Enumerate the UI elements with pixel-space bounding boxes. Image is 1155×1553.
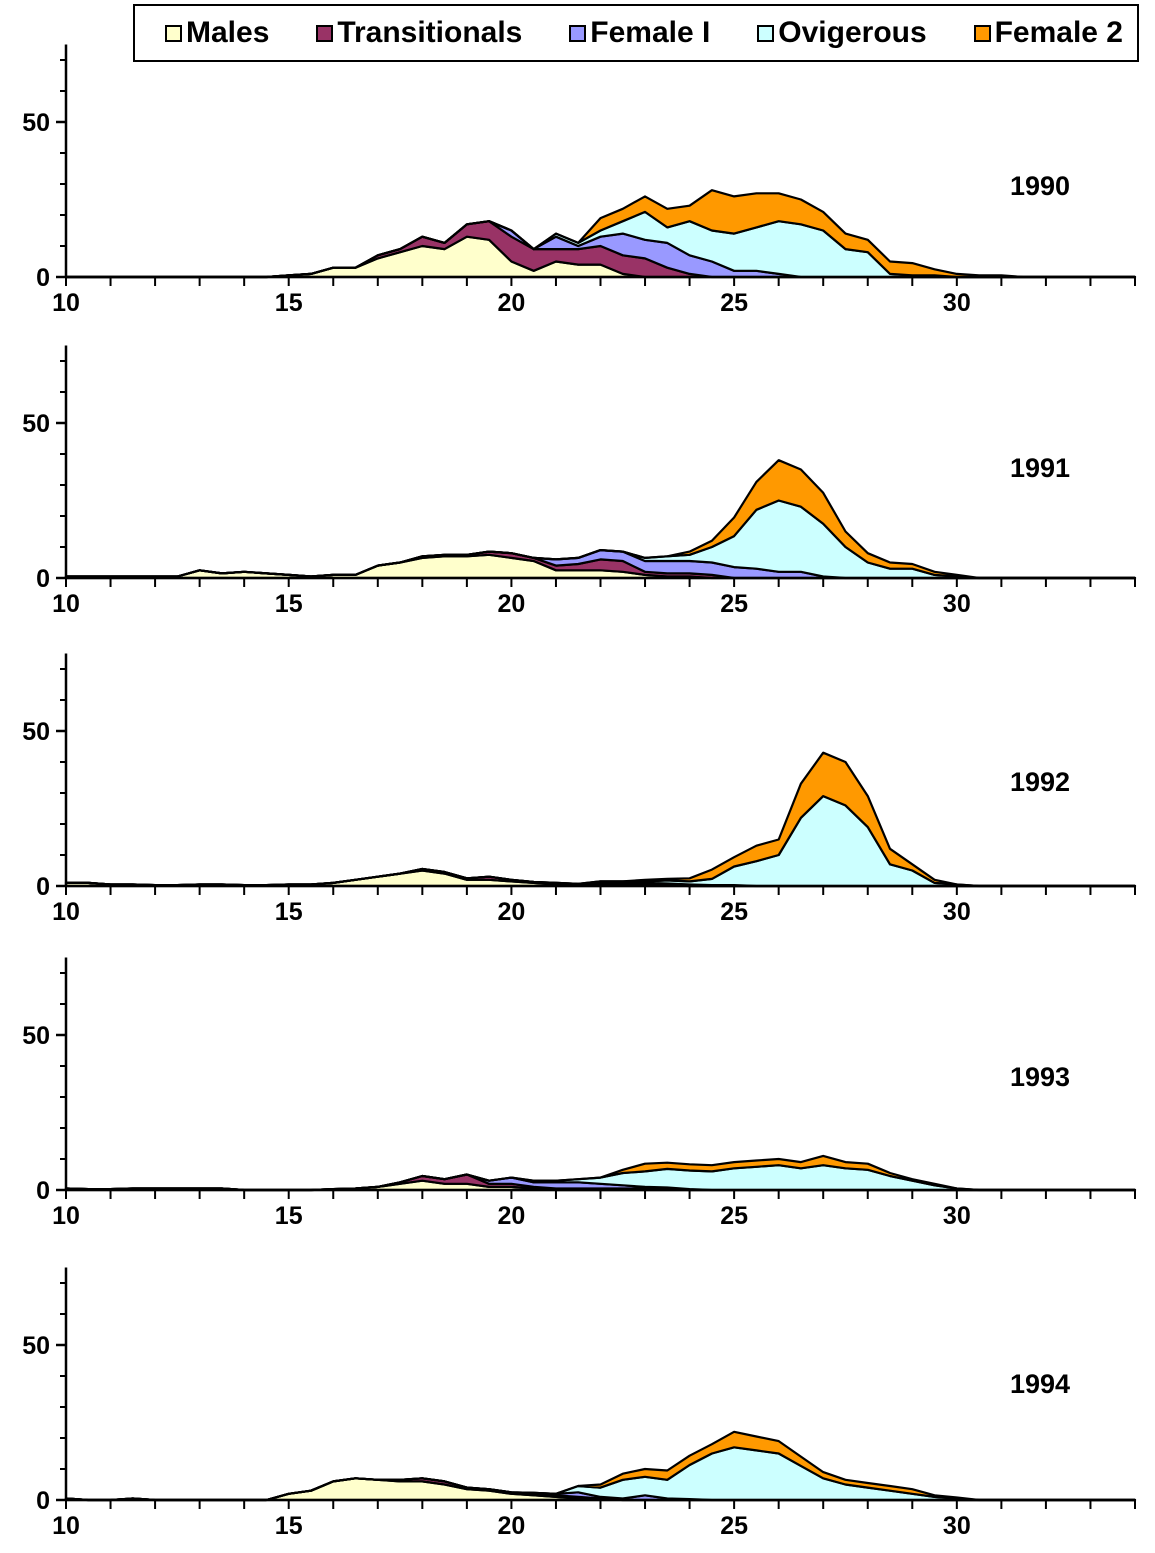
year-label-1991: 1991: [1010, 453, 1070, 483]
y-tick-label: 50: [22, 1332, 50, 1360]
x-tick-label: 15: [275, 1202, 303, 1230]
x-tick-label: 20: [498, 289, 526, 317]
y-tick-label: 50: [22, 1022, 50, 1050]
x-tick-label: 10: [52, 1512, 80, 1540]
x-tick-label: 25: [720, 898, 748, 926]
x-tick-label: 20: [498, 898, 526, 926]
x-tick-label: 30: [943, 289, 971, 317]
panel-1994: 0 50 10 15 20 25 30 1994: [22, 1267, 1137, 1540]
legend-label-transitionals: Transitionals: [337, 16, 523, 49]
legend-swatch-transitionals: [316, 24, 334, 42]
area-ovigerous-1994: [64, 1446, 1137, 1502]
legend-label-ovigerous: Ovigerous: [778, 16, 927, 49]
x-tick-label: 15: [275, 590, 303, 618]
x-tick-label: 20: [498, 1202, 526, 1230]
legend-swatch-female-2: [973, 24, 991, 42]
y-tick-label: 0: [36, 1177, 50, 1205]
y-tick-label: 50: [22, 718, 50, 746]
x-tick-label: 20: [498, 590, 526, 618]
legend-swatch-ovigerous: [757, 24, 775, 42]
area-female-2-1992: [64, 751, 1137, 888]
y-tick-label: 0: [36, 565, 50, 593]
x-tick-label: 20: [498, 1512, 526, 1540]
panel-1993: 0 50 10 15 20 25 30 1993: [22, 957, 1137, 1230]
legend-label-female-2: Female 2: [994, 16, 1123, 49]
x-tick-label: 10: [52, 289, 80, 317]
year-label-1990: 1990: [1010, 171, 1070, 201]
panel-1992: 0 50 10 15 20 25 30 1992: [22, 653, 1137, 926]
x-tick-label: 30: [943, 590, 971, 618]
y-tick-label: 0: [36, 264, 50, 292]
legend-item-female-2: Female 2: [973, 16, 1123, 50]
x-tick-label: 30: [943, 898, 971, 926]
year-label-1992: 1992: [1010, 767, 1070, 797]
y-tick-label: 0: [36, 873, 50, 901]
x-tick-label: 10: [52, 898, 80, 926]
x-tick-label: 15: [275, 289, 303, 317]
x-tick-label: 15: [275, 1512, 303, 1540]
y-tick-label: 50: [22, 109, 50, 137]
year-label-1993: 1993: [1010, 1062, 1070, 1092]
legend-item-transitionals: Transitionals: [316, 16, 522, 50]
x-tick-label: 15: [275, 898, 303, 926]
legend-swatch-males: [165, 24, 182, 42]
legend-item-males: Males: [165, 16, 269, 50]
legend-swatch-female-1: [569, 24, 587, 42]
legend-item-ovigerous: Ovigerous: [757, 16, 927, 50]
x-tick-label: 10: [52, 590, 80, 618]
x-tick-label: 10: [52, 1202, 80, 1230]
legend-label-males: Males: [186, 16, 270, 49]
x-tick-label: 30: [943, 1512, 971, 1540]
x-tick-label: 25: [720, 289, 748, 317]
area-ovigerous-1992: [64, 795, 1137, 888]
panel-1990: 0 50 10 15 20 25 30 1990: [22, 44, 1137, 317]
y-tick-label: 50: [22, 410, 50, 438]
x-tick-label: 30: [943, 1202, 971, 1230]
x-tick-label: 25: [720, 590, 748, 618]
legend-label-female-1: Female I: [590, 16, 711, 49]
y-tick-label: 0: [36, 1487, 50, 1515]
x-tick-label: 25: [720, 1512, 748, 1540]
year-label-1994: 1994: [1010, 1369, 1070, 1399]
legend: Males Transitionals Female I Ovigerous F…: [133, 4, 1139, 62]
legend-item-female-1: Female I: [569, 16, 710, 50]
panel-1991: 0 50 10 15 20 25 30 1991: [22, 345, 1137, 618]
x-tick-label: 25: [720, 1202, 748, 1230]
